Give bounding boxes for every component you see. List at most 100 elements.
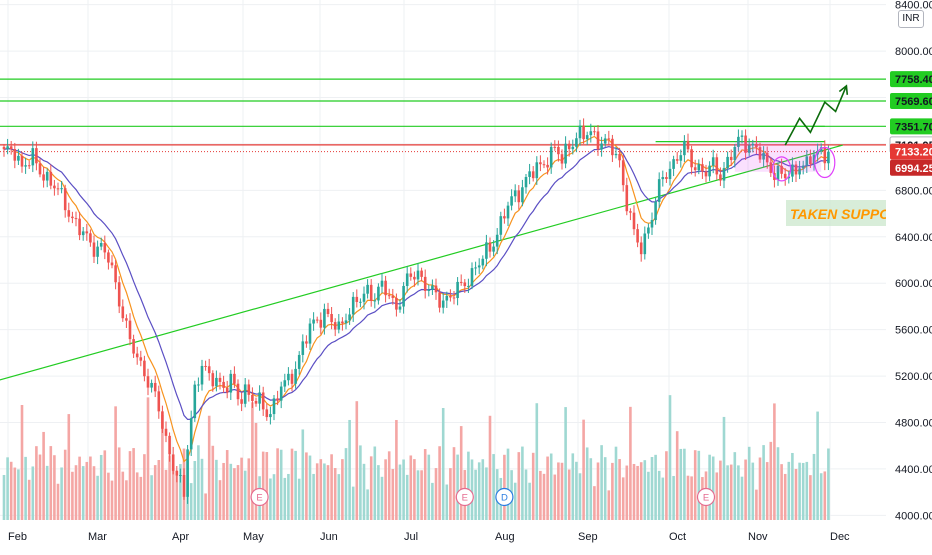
candle-body <box>38 163 42 175</box>
volume-bar <box>467 451 470 520</box>
candle-body <box>63 188 67 211</box>
volume-bar <box>524 469 528 520</box>
volume-bar <box>823 471 827 520</box>
candle-body <box>128 320 132 340</box>
projection-arrowhead <box>838 84 849 95</box>
volume-bar <box>506 448 510 520</box>
currency-badge[interactable]: INR <box>898 10 924 28</box>
candle-body <box>45 171 49 181</box>
candle-body <box>578 125 582 139</box>
candle-body <box>564 143 567 164</box>
price-axis[interactable]: 8400.008000.007600.007200.006800.006400.… <box>886 0 932 550</box>
candle-body <box>96 246 99 257</box>
candle-body <box>49 171 53 186</box>
price-tag-bg <box>890 143 932 160</box>
candle-body <box>42 174 45 181</box>
candle-body <box>315 319 319 321</box>
candle-body <box>409 273 413 277</box>
volume-bar <box>369 456 373 520</box>
volume-bar <box>341 459 344 520</box>
candle-body <box>650 220 654 228</box>
volume-bar <box>729 464 733 520</box>
candle-body <box>585 135 589 140</box>
volume-bar <box>690 476 693 520</box>
volume-bar <box>798 462 801 520</box>
candle-body <box>398 306 402 310</box>
volume-bar <box>197 445 200 520</box>
candle-body <box>222 381 225 388</box>
volume-bar <box>783 473 787 520</box>
candle-body <box>323 308 326 328</box>
drawings: TAKEN SUPPOR <box>734 84 901 226</box>
candle-body <box>431 285 434 290</box>
volume-bar <box>114 406 117 520</box>
volume-bar <box>542 473 546 520</box>
candle-body <box>636 229 639 243</box>
candle-body <box>297 354 301 369</box>
candle-body <box>456 281 459 299</box>
candle-body <box>359 301 362 303</box>
candle-body <box>557 146 560 155</box>
volume-bar <box>564 407 567 520</box>
candle-body <box>107 252 110 263</box>
volume-bar <box>92 466 96 520</box>
candle-body <box>542 164 546 166</box>
volume-bar <box>348 419 351 520</box>
candle-body <box>146 376 150 388</box>
candle-body <box>99 242 103 247</box>
candle-body <box>330 314 333 323</box>
volume-bar <box>2 475 6 520</box>
volume-bar <box>243 470 247 520</box>
volume-bar <box>9 461 13 520</box>
volume-bar <box>333 468 337 520</box>
volume-bar <box>639 462 643 520</box>
volume-bar <box>589 458 593 520</box>
volume-bar <box>110 480 114 520</box>
volume-bar <box>474 469 477 520</box>
volume-bar <box>816 411 819 520</box>
candle-body <box>150 382 153 388</box>
earnings-marker <box>696 487 716 507</box>
candle-body <box>272 398 276 415</box>
volume-bar <box>812 453 816 520</box>
volume-bar <box>431 482 434 520</box>
volume-bar <box>683 448 686 520</box>
volume-bar <box>297 478 301 520</box>
volume-bar <box>276 448 279 520</box>
volume-bar <box>492 454 495 520</box>
volume-bar <box>405 474 409 520</box>
price-tag-bg <box>890 159 932 176</box>
volume-bar <box>222 462 225 520</box>
candle-body <box>758 147 762 160</box>
volume-bar <box>722 416 726 520</box>
candle-body <box>614 153 618 156</box>
candle-body <box>654 201 657 221</box>
price-tag-prevclose: 6994.25 <box>895 163 932 175</box>
candle-body <box>9 146 13 150</box>
volume-bar <box>146 397 150 520</box>
volume-bar <box>445 484 449 520</box>
volume-bar <box>402 459 405 520</box>
volume-bar <box>661 477 665 520</box>
annotation-box <box>786 200 886 226</box>
candle-body <box>535 162 539 179</box>
candle-body <box>423 276 427 291</box>
x-tick-label: Oct <box>669 531 686 543</box>
volume-bar <box>395 419 398 520</box>
volume-bar <box>477 462 481 520</box>
time-axis[interactable]: Feb Mar Apr May Jun Jul Aug Sep Oct Nov Dec <box>8 531 850 543</box>
candle-body <box>672 159 675 169</box>
volume-bar <box>31 466 35 520</box>
volume-bar <box>708 454 711 520</box>
volume-bar <box>384 459 387 520</box>
candle-body <box>596 131 600 150</box>
candle-body <box>751 143 755 146</box>
consolidation-box <box>734 141 822 172</box>
candle-body <box>524 176 528 188</box>
volume-bar <box>150 475 153 520</box>
candle-body <box>243 384 247 404</box>
candle-body <box>319 319 323 328</box>
